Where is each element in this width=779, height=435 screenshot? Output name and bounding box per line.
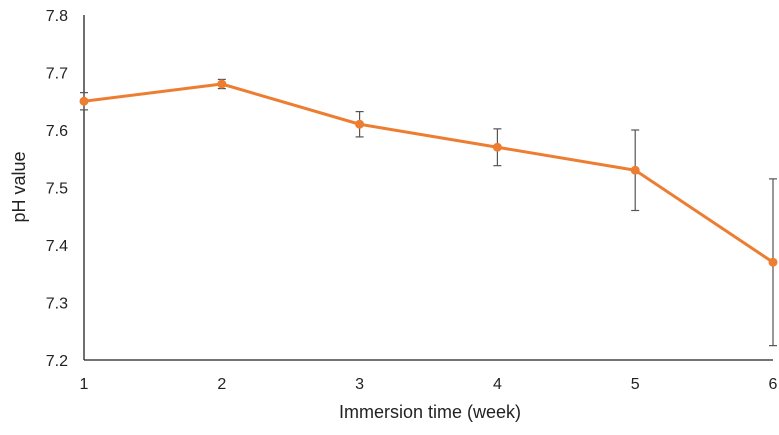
data-point (217, 79, 227, 89)
axes (83, 15, 773, 361)
y-tick-label: 7.7 (46, 66, 68, 83)
series-group (79, 79, 778, 267)
data-point (355, 119, 365, 129)
y-tick-label: 7.2 (46, 353, 68, 370)
x-tick-labels: 1 2 3 4 5 6 (80, 376, 778, 393)
y-tick-label: 7.3 (46, 296, 68, 313)
y-tick-label: 7.6 (46, 123, 68, 140)
y-axis-title: pH value (9, 151, 29, 222)
data-point (768, 257, 778, 267)
y-tick-label: 7.5 (46, 181, 68, 198)
y-tick-label: 7.8 (46, 8, 68, 25)
data-point (79, 96, 89, 106)
y-tick-label: 7.4 (46, 238, 68, 255)
series-line (83, 82, 774, 264)
x-tick-label: 5 (631, 376, 640, 393)
x-axis-title: Immersion time (week) (339, 402, 521, 422)
x-tick-label: 2 (217, 376, 226, 393)
data-point (492, 142, 502, 152)
x-tick-label: 1 (80, 376, 89, 393)
x-tick-label: 6 (769, 376, 778, 393)
x-tick-label: 4 (493, 376, 502, 393)
error-bars (80, 78, 777, 347)
x-tick-label: 3 (355, 376, 364, 393)
data-point (630, 165, 640, 175)
y-tick-labels: 7.2 7.3 7.4 7.5 7.6 7.7 7.8 (46, 8, 68, 370)
